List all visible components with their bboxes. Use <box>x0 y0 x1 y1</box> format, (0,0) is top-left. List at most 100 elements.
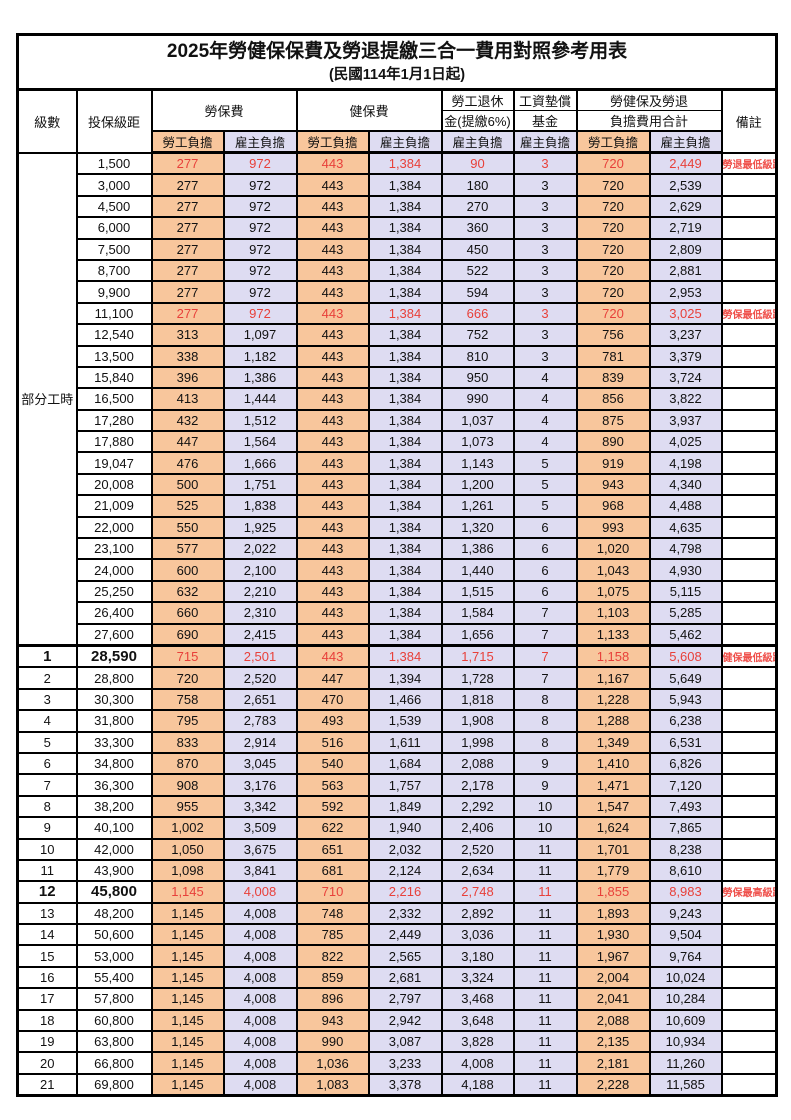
value-cell: 822 <box>295 944 370 968</box>
bracket-cell: 20,008 <box>75 472 153 497</box>
value-cell: 1,320 <box>440 515 515 540</box>
value-cell: 1,384 <box>367 344 443 368</box>
value-cell: 2,634 <box>440 858 515 883</box>
remark-cell <box>720 1029 778 1054</box>
value-cell: 950 <box>440 365 515 390</box>
value-cell: 277 <box>150 258 225 283</box>
level-cell: 15 <box>16 944 78 968</box>
value-cell: 360 <box>440 216 515 240</box>
remark-cell <box>720 1051 778 1075</box>
remark-cell <box>720 816 778 840</box>
value-cell: 4 <box>512 430 578 454</box>
remark-cell <box>720 794 778 819</box>
header-wage-fund-line2: 基金 <box>512 110 578 132</box>
value-cell: 2,216 <box>367 880 443 904</box>
value-cell: 3,342 <box>222 794 298 819</box>
value-cell: 2,651 <box>222 687 298 712</box>
level-cell: 9 <box>16 816 78 840</box>
value-cell: 11 <box>512 1029 578 1054</box>
value-cell: 6,531 <box>648 730 723 754</box>
value-cell: 11 <box>512 923 578 947</box>
remark-cell <box>720 408 778 433</box>
remark-cell <box>720 194 778 219</box>
value-cell: 839 <box>575 365 651 390</box>
header-pension-line1: 勞工退休 <box>440 88 515 111</box>
value-cell: 720 <box>575 151 651 176</box>
value-cell: 2,501 <box>222 643 298 669</box>
value-cell: 710 <box>295 880 370 904</box>
value-cell: 443 <box>295 216 370 240</box>
value-cell: 1,547 <box>575 794 651 819</box>
value-cell: 1,083 <box>295 1072 370 1097</box>
value-cell: 4,008 <box>222 1008 298 1033</box>
value-cell: 1,384 <box>367 601 443 625</box>
value-cell: 396 <box>150 365 225 390</box>
value-cell: 2,135 <box>575 1029 651 1054</box>
value-cell: 990 <box>440 387 515 411</box>
value-cell: 4,008 <box>440 1051 515 1075</box>
part-time-merged-cell: 部分工時 <box>16 151 78 647</box>
value-cell: 2,748 <box>440 880 515 904</box>
value-cell: 277 <box>150 216 225 240</box>
value-cell: 277 <box>150 280 225 304</box>
value-cell: 1,701 <box>575 837 651 861</box>
value-cell: 2,520 <box>222 666 298 690</box>
level-cell: 10 <box>16 837 78 861</box>
value-cell: 972 <box>222 258 298 283</box>
value-cell: 1,073 <box>440 430 515 454</box>
value-cell: 577 <box>150 537 225 561</box>
value-cell: 3,822 <box>648 387 723 411</box>
value-cell: 1,261 <box>440 494 515 518</box>
level-cell: 11 <box>16 858 78 883</box>
bracket-cell: 1,500 <box>75 151 153 176</box>
value-cell: 1,228 <box>575 687 651 712</box>
remark-cell: 勞退最低級距 <box>720 151 778 176</box>
value-cell: 4,008 <box>222 1072 298 1097</box>
premium-reference-sheet: 2025年勞健保保費及勞退提繳三合一費用對照參考用表 (民國114年1月1日起)… <box>16 33 779 1098</box>
value-cell: 7,493 <box>648 794 723 819</box>
value-cell: 1,751 <box>222 472 298 497</box>
value-cell: 2,629 <box>648 194 723 219</box>
value-cell: 1,512 <box>222 408 298 433</box>
value-cell: 600 <box>150 558 225 582</box>
value-cell: 443 <box>295 344 370 368</box>
value-cell: 2,310 <box>222 601 298 625</box>
value-cell: 1,384 <box>367 258 443 283</box>
value-cell: 1,384 <box>367 430 443 454</box>
value-cell: 2,783 <box>222 709 298 733</box>
value-cell: 3 <box>512 173 578 197</box>
value-cell: 443 <box>295 494 370 518</box>
value-cell: 1,145 <box>150 965 225 990</box>
value-cell: 2,520 <box>440 837 515 861</box>
value-cell: 1,967 <box>575 944 651 968</box>
bracket-cell: 55,400 <box>75 965 153 990</box>
value-cell: 622 <box>295 816 370 840</box>
header-labor-fee: 勞保費 <box>150 88 298 132</box>
value-cell: 5,462 <box>648 622 723 647</box>
level-cell: 8 <box>16 794 78 819</box>
value-cell: 3 <box>512 344 578 368</box>
value-cell: 6 <box>512 537 578 561</box>
value-cell: 10,284 <box>648 987 723 1011</box>
remark-cell <box>720 622 778 647</box>
value-cell: 443 <box>295 472 370 497</box>
bracket-cell: 3,000 <box>75 173 153 197</box>
value-cell: 1,584 <box>440 601 515 625</box>
value-cell: 2,004 <box>575 965 651 990</box>
level-cell: 13 <box>16 901 78 926</box>
value-cell: 563 <box>295 773 370 797</box>
remark-cell <box>720 387 778 411</box>
value-cell: 3,237 <box>648 323 723 347</box>
value-cell: 11 <box>512 987 578 1011</box>
value-cell: 3,378 <box>367 1072 443 1097</box>
level-cell: 18 <box>16 1008 78 1033</box>
value-cell: 720 <box>575 173 651 197</box>
value-cell: 6 <box>512 579 578 604</box>
value-cell: 4,008 <box>222 901 298 926</box>
bracket-cell: 69,800 <box>75 1072 153 1097</box>
bracket-cell: 63,800 <box>75 1029 153 1054</box>
subheader-health-employer: 雇主負擔 <box>367 130 443 154</box>
value-cell: 7,120 <box>648 773 723 797</box>
value-cell: 500 <box>150 472 225 497</box>
bracket-cell: 17,280 <box>75 408 153 433</box>
